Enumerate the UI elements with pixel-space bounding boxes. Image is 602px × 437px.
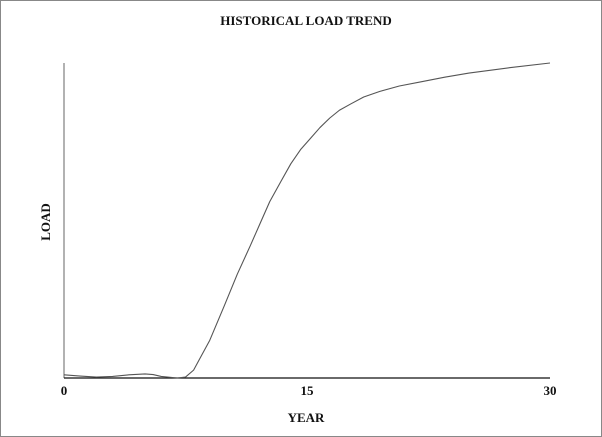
x-axis-label: YEAR [288,410,325,425]
x-tick-label: 15 [301,383,315,398]
x-tick-label: 30 [544,383,557,398]
chart-title: HISTORICAL LOAD TREND [220,13,391,28]
y-axis-label: LOAD [38,203,53,241]
x-tick-label: 0 [61,383,68,398]
line-series [63,62,551,379]
